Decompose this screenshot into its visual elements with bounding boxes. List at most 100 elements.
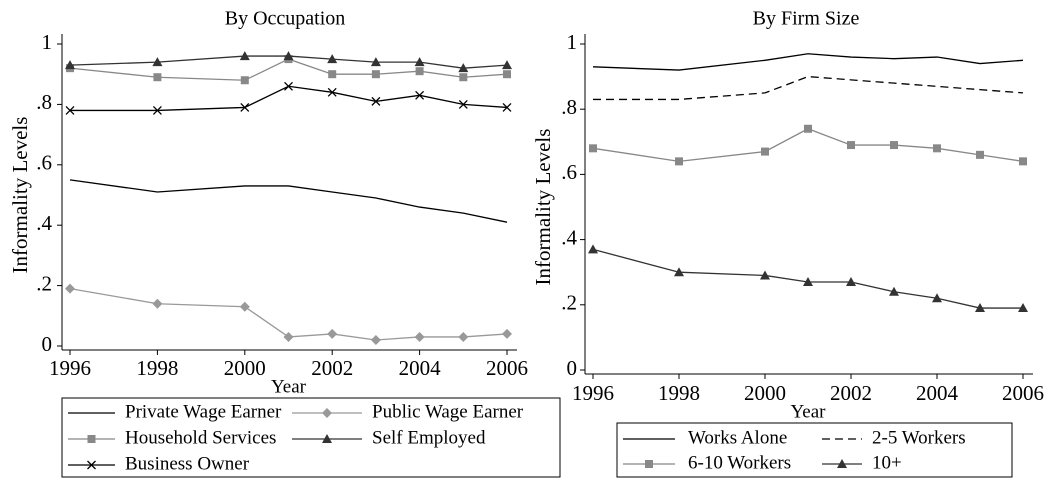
point-marker [327, 87, 337, 97]
point-marker [239, 301, 250, 312]
legend-marker [322, 434, 332, 443]
point-marker [370, 334, 381, 345]
chart-title: By Occupation [225, 8, 346, 30]
x-tick-label: 2000 [224, 356, 266, 380]
x-tick-label: 2002 [830, 381, 872, 405]
point-marker [65, 283, 75, 294]
legend-marker [645, 460, 653, 468]
y-tick-label: .2 [36, 271, 52, 295]
x-tick-label: 2004 [916, 381, 959, 405]
point-marker [153, 73, 162, 82]
point-marker [414, 57, 425, 67]
point-marker [283, 51, 294, 61]
x-tick-label: 2002 [311, 356, 353, 380]
point-marker [152, 105, 162, 115]
point-marker [459, 73, 468, 82]
y-tick-label: 1 [42, 30, 53, 54]
x-tick-label: 1998 [136, 356, 178, 380]
y-tick-label: .8 [36, 90, 52, 114]
point-marker [65, 105, 75, 115]
point-marker [240, 102, 250, 112]
series-line [592, 53, 1024, 71]
point-marker [284, 81, 293, 91]
series-line [70, 85, 508, 112]
x-tick-label: 2006 [1002, 381, 1044, 405]
point-marker [890, 141, 898, 150]
y-tick-label: .6 [561, 160, 577, 184]
legend-box [616, 422, 1013, 478]
point-marker [370, 57, 381, 67]
point-marker [803, 276, 813, 286]
y-tick-label: .4 [561, 225, 577, 249]
x-tick-label: 2006 [486, 356, 528, 380]
legend-label: Business Owner [125, 453, 250, 474]
point-marker [1019, 157, 1027, 166]
point-marker [371, 70, 380, 79]
y-axis-label: Informality Levels [531, 129, 555, 286]
point-marker [415, 90, 425, 100]
point-marker [847, 141, 855, 150]
x-axis-label: Year [271, 376, 307, 397]
point-marker [889, 286, 899, 296]
point-marker [588, 244, 598, 254]
point-marker [761, 147, 769, 156]
point-marker [846, 276, 856, 286]
chart-title: By Firm Size [753, 8, 860, 30]
x-tick-label: 2000 [744, 381, 786, 405]
point-marker [458, 63, 469, 73]
point-marker [932, 293, 942, 303]
point-marker [371, 96, 381, 106]
x-tick-label: 1996 [572, 381, 614, 405]
chart-panel: By Occupation 0 .2 .4 .6 .8 1 1996 1998 2000 2002 2… [8, 8, 561, 478]
point-marker [327, 54, 338, 64]
point-marker [414, 331, 425, 342]
point-marker [283, 331, 294, 342]
legend-marker [837, 459, 847, 468]
legend-label: Public Wage Earner [372, 401, 524, 422]
legend-label: 10+ [872, 452, 902, 473]
y-tick-label: .2 [561, 291, 577, 315]
x-tick-label: 1996 [49, 356, 91, 380]
point-marker [976, 150, 984, 159]
point-marker [328, 70, 337, 79]
series-line [593, 75, 1024, 101]
point-marker [239, 51, 250, 61]
x-axis-label: Year [790, 401, 826, 422]
point-marker [240, 76, 249, 85]
point-marker [152, 298, 163, 309]
legend-label: Private Wage Earner [125, 401, 282, 422]
legend-marker [322, 408, 332, 418]
point-marker [975, 303, 985, 313]
point-marker [760, 270, 770, 280]
point-marker [933, 144, 941, 153]
series-line [592, 128, 1024, 163]
point-marker [502, 102, 512, 112]
y-tick-label: .8 [561, 95, 577, 119]
legend-label: Self Employed [372, 427, 486, 448]
series-line [69, 179, 508, 223]
legend-label: Works Alone [688, 427, 787, 448]
point-marker [152, 57, 163, 67]
legend-marker [87, 435, 96, 443]
point-marker [503, 70, 511, 79]
y-tick-label: 1 [567, 30, 578, 54]
legend-label: Household Services [125, 427, 276, 448]
point-marker [589, 144, 597, 153]
legend-box [61, 397, 561, 478]
legend-label: 6-10 Workers [688, 452, 791, 473]
x-tick-label: 2004 [399, 356, 442, 380]
y-tick-label: 0 [42, 332, 53, 356]
legend-label: 2-5 Workers [872, 427, 966, 448]
legend-marker [87, 460, 96, 470]
point-marker [327, 328, 338, 339]
x-tick-label: 1998 [658, 381, 700, 405]
point-marker [804, 124, 812, 133]
chart-panel: By Firm Size 0 .2 .4 .6 .8 1 1996 1998 2000 2002 20… [531, 8, 1044, 478]
point-marker [65, 60, 75, 70]
y-tick-label: .6 [36, 151, 52, 175]
point-marker [675, 157, 683, 166]
y-axis-label: Informality Levels [8, 117, 32, 274]
point-marker [458, 331, 469, 342]
point-marker [1018, 303, 1028, 313]
y-tick-label: 0 [567, 356, 578, 380]
